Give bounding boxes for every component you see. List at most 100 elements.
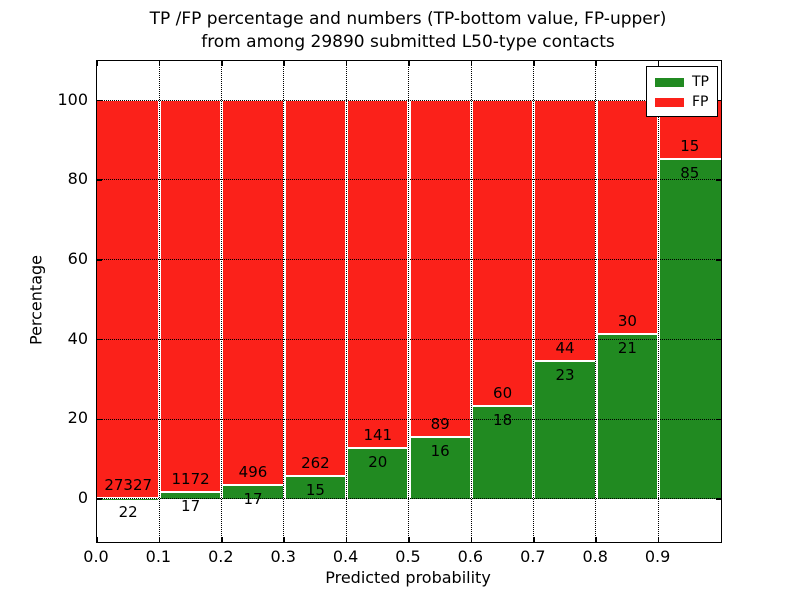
x-tick-mark-top bbox=[283, 61, 285, 66]
x-tick-mark-top bbox=[595, 61, 597, 66]
fp-count-label: 30 bbox=[617, 311, 637, 330]
fp-count-label: 27327 bbox=[104, 475, 153, 494]
x-tick-mark bbox=[221, 537, 223, 542]
y-tick-mark bbox=[97, 418, 102, 421]
y-tick-label: 40 bbox=[67, 328, 88, 348]
plot-area: TP FP 27327 22 1172 17 496 17 262 15 141 20 89 16 60 1… bbox=[96, 60, 722, 543]
legend-item-tp: TP bbox=[647, 72, 717, 92]
fp-count-label: 89 bbox=[430, 415, 450, 434]
y-tick-mark-right bbox=[716, 498, 721, 500]
legend-item-fp: FP bbox=[647, 92, 717, 112]
tp-count-label: 85 bbox=[680, 164, 700, 183]
vertical-gridline bbox=[158, 61, 160, 542]
horizontal-gridline bbox=[97, 259, 721, 261]
x-tick-label: 0.4 bbox=[332, 547, 359, 566]
legend-label: TP bbox=[692, 74, 709, 90]
x-tick-label: 0.8 bbox=[582, 547, 608, 566]
tp-count-label: 15 bbox=[305, 481, 325, 500]
x-tick-mark bbox=[283, 537, 285, 542]
x-tick-mark-top bbox=[470, 61, 473, 66]
tp-count-label: 22 bbox=[118, 502, 138, 521]
fp-bar-segment bbox=[97, 100, 158, 499]
fp-count-label: 15 bbox=[680, 137, 700, 156]
x-tick-mark bbox=[595, 537, 597, 542]
chart-title-line1: TP /FP percentage and numbers (TP-bottom… bbox=[149, 9, 667, 29]
fp-count-label: 60 bbox=[493, 384, 513, 403]
x-tick-label: 0.3 bbox=[270, 547, 296, 566]
y-tick-mark bbox=[97, 99, 102, 102]
tp-bar-segment bbox=[410, 438, 470, 499]
fp-bar-segment bbox=[472, 100, 533, 408]
horizontal-gridline bbox=[97, 99, 721, 101]
x-tick-label: 0.5 bbox=[395, 547, 421, 566]
fp-bar-segment bbox=[348, 100, 408, 450]
tp-bar-segment bbox=[223, 485, 283, 499]
x-tick-mark bbox=[158, 537, 161, 542]
horizontal-gridline bbox=[97, 498, 721, 500]
tp-bar-segment bbox=[285, 477, 346, 499]
tp-count-label: 21 bbox=[617, 338, 637, 357]
y-tick-label: 80 bbox=[67, 169, 88, 189]
y-tick-mark-right bbox=[716, 179, 721, 181]
x-tick-label: 0.7 bbox=[520, 547, 546, 566]
y-tick-mark bbox=[97, 259, 102, 261]
tp-count-label: 17 bbox=[243, 489, 263, 508]
vertical-gridline bbox=[221, 61, 223, 542]
fp-bar-segment bbox=[285, 100, 346, 478]
y-tick-label: 60 bbox=[67, 248, 88, 268]
x-tick-mark-top bbox=[221, 61, 223, 66]
y-tick-mark bbox=[97, 179, 102, 181]
x-tick-mark-top bbox=[408, 61, 410, 66]
legend: TP FP bbox=[646, 66, 718, 117]
legend-swatch-tp bbox=[655, 77, 684, 87]
x-tick-label: 0.9 bbox=[644, 547, 671, 566]
horizontal-gridline bbox=[97, 418, 721, 420]
fp-count-label: 1172 bbox=[171, 470, 210, 489]
fp-bar-segment bbox=[410, 100, 470, 439]
fp-count-label: 44 bbox=[555, 339, 575, 358]
tp-count-label: 18 bbox=[493, 411, 513, 430]
tp-count-label: 17 bbox=[181, 497, 201, 516]
x-tick-mark-top bbox=[96, 61, 98, 66]
vertical-gridline bbox=[345, 61, 347, 542]
tp-bar-segment bbox=[348, 449, 408, 499]
vertical-gridline bbox=[595, 61, 597, 542]
x-tick-label: 0.6 bbox=[457, 547, 484, 566]
tp-bar-segment bbox=[535, 362, 595, 499]
horizontal-gridline bbox=[97, 179, 721, 181]
x-tick-mark bbox=[408, 537, 410, 542]
x-tick-mark bbox=[345, 537, 348, 542]
y-tick-mark-right bbox=[716, 338, 721, 341]
y-tick-mark bbox=[97, 338, 102, 341]
tp-bar-segment bbox=[472, 407, 533, 499]
x-tick-mark bbox=[96, 537, 98, 542]
vertical-gridline bbox=[408, 61, 410, 542]
x-tick-label: 0.1 bbox=[145, 547, 172, 566]
fp-count-label: 496 bbox=[238, 462, 268, 481]
vertical-gridline bbox=[283, 61, 285, 542]
tp-count-label: 23 bbox=[555, 366, 575, 385]
x-tick-mark-top bbox=[657, 61, 660, 66]
x-tick-label: 0.2 bbox=[208, 547, 234, 566]
y-tick-label: 100 bbox=[57, 89, 88, 109]
x-tick-mark bbox=[657, 537, 660, 542]
vertical-gridline bbox=[657, 61, 659, 542]
vertical-gridline bbox=[533, 61, 535, 542]
tp-count-label: 20 bbox=[368, 453, 388, 472]
fp-bar-segment bbox=[160, 100, 221, 494]
tp-bar-segment bbox=[660, 160, 721, 499]
horizontal-gridline bbox=[97, 338, 721, 340]
y-tick-label: 0 bbox=[77, 488, 88, 507]
legend-label: FP bbox=[692, 94, 709, 110]
y-tick-mark bbox=[97, 498, 102, 500]
chart-title-line2: from among 29890 submitted L50-type cont… bbox=[201, 32, 615, 52]
y-tick-mark-right bbox=[716, 418, 721, 421]
y-tick-mark-right bbox=[716, 259, 721, 261]
vertical-gridline bbox=[470, 61, 472, 542]
x-axis-label: Predicted probability bbox=[325, 568, 491, 587]
x-tick-mark-top bbox=[345, 61, 348, 66]
x-tick-mark-top bbox=[158, 61, 161, 66]
tp-bar-segment bbox=[160, 493, 221, 499]
tp-bar-segment bbox=[597, 334, 658, 499]
